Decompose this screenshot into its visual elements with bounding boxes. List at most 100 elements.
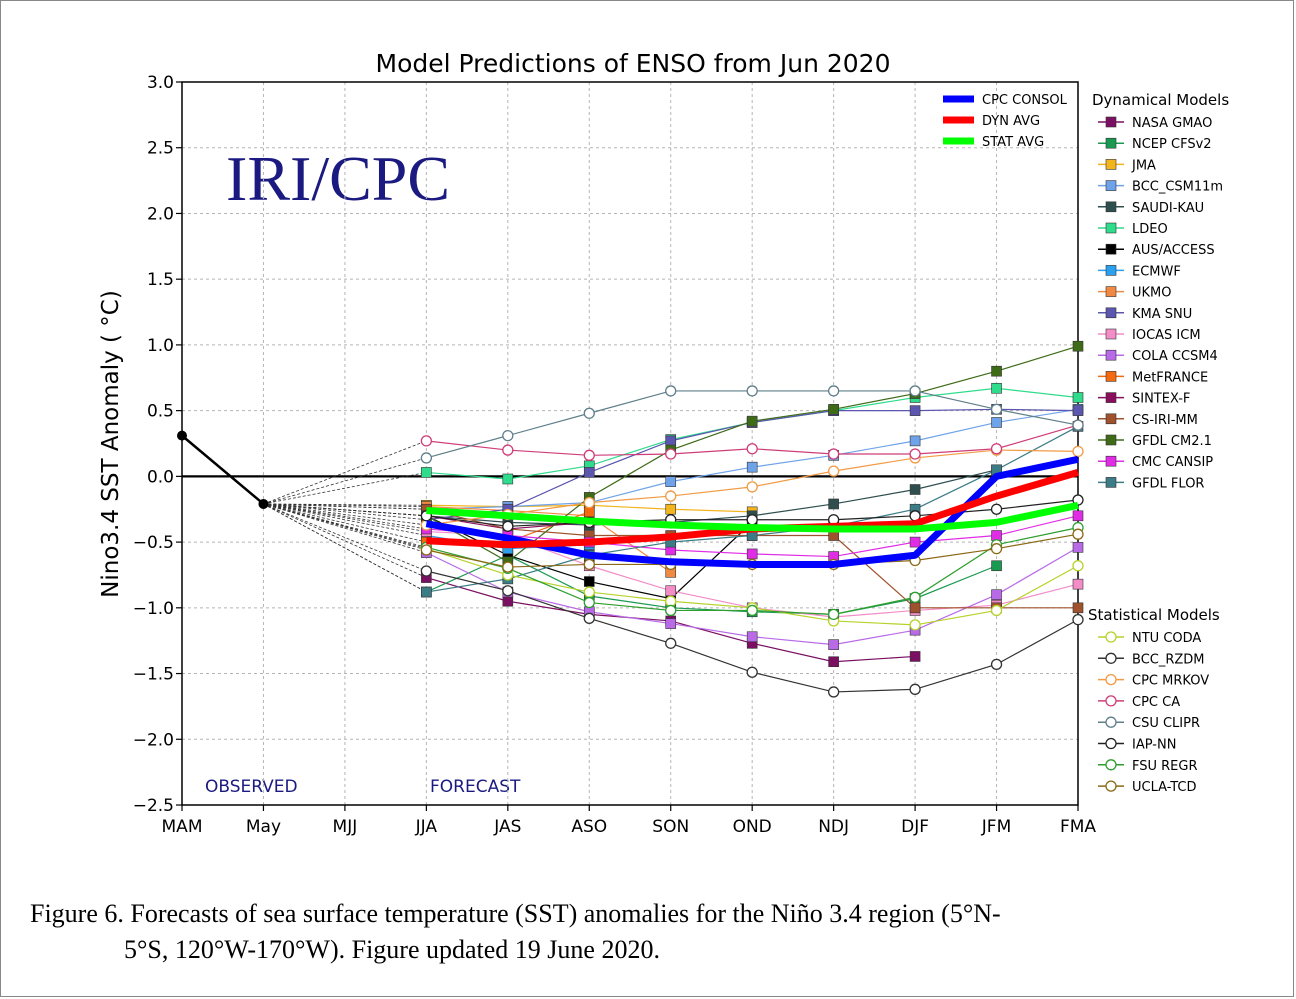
- marker-bcc-csm11m: [991, 417, 1002, 428]
- forecast-label: FORECAST: [430, 777, 521, 797]
- legend-label-saudi-kau: SAUDI-KAU: [1132, 201, 1204, 216]
- legend-label-ldeo: LDEO: [1132, 222, 1168, 237]
- observed-line: [181, 434, 265, 505]
- legend-marker-cmc-cansip: [1105, 455, 1117, 467]
- marker-ldeo: [502, 473, 514, 485]
- legend-marker-jma: [1105, 159, 1117, 170]
- marker-bcc-csm11m: [746, 461, 758, 473]
- legend-label-bcc-rzdm: BCC_RZDM: [1132, 652, 1205, 667]
- marker-cpc-ca: [502, 444, 514, 456]
- marker-bcc-csm11m: [665, 476, 677, 487]
- legend-marker-iap-nn: [1105, 737, 1117, 750]
- legend-label-cmc-cansip: CMC CANSIP: [1132, 455, 1213, 470]
- marker-cola-ccsm4: [828, 639, 839, 650]
- legend-label-cpc-ca: CPC CA: [1132, 695, 1180, 710]
- connector-ecmwf: [263, 503, 427, 536]
- x-tick-label: JJA: [415, 817, 438, 837]
- x-tick-label: MJJ: [333, 817, 358, 837]
- marker-bcc-rzdm: [746, 666, 758, 678]
- legend-label-ecmwf: ECMWF: [1132, 264, 1181, 279]
- figure-caption: Figure 6. Forecasts of sea surface tempe…: [30, 896, 1250, 968]
- legend-marker-nasa-gmao: [1105, 116, 1117, 128]
- legend-marker-csu-clipr: [1105, 716, 1117, 728]
- marker-cpc-ca: [583, 449, 595, 461]
- marker-fsu-regr: [909, 591, 921, 603]
- x-tick-label: MAM: [162, 817, 203, 837]
- connector-iocas-icm: [263, 503, 427, 532]
- legend-marker-fsu-regr: [1105, 759, 1117, 771]
- marker-cola-ccsm4: [665, 618, 677, 629]
- y-tick-label: 1.5: [147, 270, 174, 290]
- legend-marker-bcc-rzdm: [1105, 652, 1117, 664]
- consensus-line-stat-avg: [426, 501, 1079, 533]
- x-tick-label: ASO: [571, 817, 607, 837]
- legend-label-cpc-mrkov: CPC MRKOV: [1132, 674, 1209, 689]
- marker-csu-clipr: [746, 385, 758, 397]
- legend-label-aus-access: AUS/ACCESS: [1132, 243, 1215, 258]
- marker-cmc-cansip: [1072, 510, 1084, 522]
- marker-cpc-ca: [420, 435, 433, 447]
- legend-label-ukmo: UKMO: [1132, 286, 1172, 301]
- legend-marker-gfdl-cm2-1: [1105, 434, 1117, 446]
- marker-csu-clipr: [990, 403, 1003, 415]
- legend-marker-kma-snu: [1105, 307, 1117, 319]
- x-tick-label: OND: [733, 817, 772, 837]
- legend-label-ucla-tcd: UCLA-TCD: [1132, 780, 1197, 795]
- marker-cmc-cansip: [909, 536, 921, 548]
- legend-marker-ukmo: [1105, 286, 1117, 297]
- connector-ucla-tcd: [263, 503, 427, 551]
- legend-label-ntu-coda: NTU CODA: [1132, 631, 1201, 646]
- series-line-ukmo: [426, 505, 672, 573]
- marker-fsu-regr: [746, 604, 758, 617]
- statistical-legend-title: Statistical Models: [1088, 606, 1220, 624]
- marker-bcc-rzdm: [502, 585, 514, 597]
- legend-marker-ncep-cfsv2: [1105, 137, 1117, 149]
- marker-cpc-mrkov: [746, 481, 758, 493]
- legend-label-stat-avg: STAT AVG: [982, 135, 1044, 150]
- legend-marker-bcc-csm11m: [1105, 180, 1117, 191]
- legend-label-fsu-regr: FSU REGR: [1132, 759, 1198, 774]
- marker-csu-clipr: [665, 385, 677, 397]
- marker-gfdl-flor: [421, 586, 432, 598]
- marker-nasa-gmao: [828, 656, 839, 668]
- y-tick-label: 1.0: [147, 336, 174, 356]
- connector-csu-clipr: [263, 457, 427, 505]
- marker-ntu-coda: [583, 586, 595, 598]
- y-axis-label: Nino3.4 SST Anomaly ( °C): [98, 290, 124, 598]
- y-tick-label: 3.0: [147, 73, 174, 93]
- legend-label-bcc-csm11m: BCC_CSM11m: [1132, 180, 1223, 195]
- marker-iocas-icm: [1072, 578, 1084, 590]
- marker-csu-clipr: [827, 385, 840, 397]
- enso-chart: Model Predictions of ENSO from Jun 2020 …: [98, 49, 1229, 837]
- marker-metfrance: [583, 506, 595, 518]
- legend-label-iap-nn: IAP-NN: [1132, 738, 1176, 753]
- legend-label-kma-snu: KMA SNU: [1132, 307, 1192, 322]
- marker-cpc-ca: [909, 448, 921, 460]
- marker-ntu-coda: [665, 595, 677, 607]
- legend-marker-cpc-ca: [1105, 695, 1117, 707]
- observed-point: [177, 430, 187, 441]
- x-tick-label: NDJ: [818, 817, 849, 837]
- x-tick-label: JAS: [493, 817, 521, 837]
- legend-label-iocas-icm: IOCAS ICM: [1132, 328, 1201, 343]
- legend-label-csu-clipr: CSU CLIPR: [1132, 716, 1200, 731]
- marker-cmc-cansip: [746, 548, 758, 560]
- marker-csu-clipr: [1072, 419, 1084, 431]
- watermark-iri-cpc: IRI/CPC: [226, 143, 450, 214]
- marker-cpc-ca: [990, 443, 1003, 455]
- connector-cmc-cansip: [263, 503, 427, 530]
- marker-cs-iri-mm: [909, 602, 921, 614]
- caption-line-1: Figure 6. Forecasts of sea surface tempe…: [30, 899, 1001, 928]
- marker-iap-nn: [990, 503, 1003, 515]
- marker-cpc-mrkov: [583, 497, 595, 509]
- legend-marker-saudi-kau: [1105, 201, 1117, 213]
- marker-iap-nn: [746, 514, 758, 526]
- y-tick-label: −2.5: [133, 796, 174, 816]
- marker-ncep-cfsv2: [991, 560, 1002, 572]
- x-tick-label: SON: [652, 817, 689, 837]
- y-tick-label: 0.0: [147, 467, 174, 487]
- marker-saudi-kau: [828, 498, 839, 510]
- series-line-ncep-cfsv2: [426, 554, 997, 615]
- legend-marker-iocas-icm: [1105, 328, 1117, 340]
